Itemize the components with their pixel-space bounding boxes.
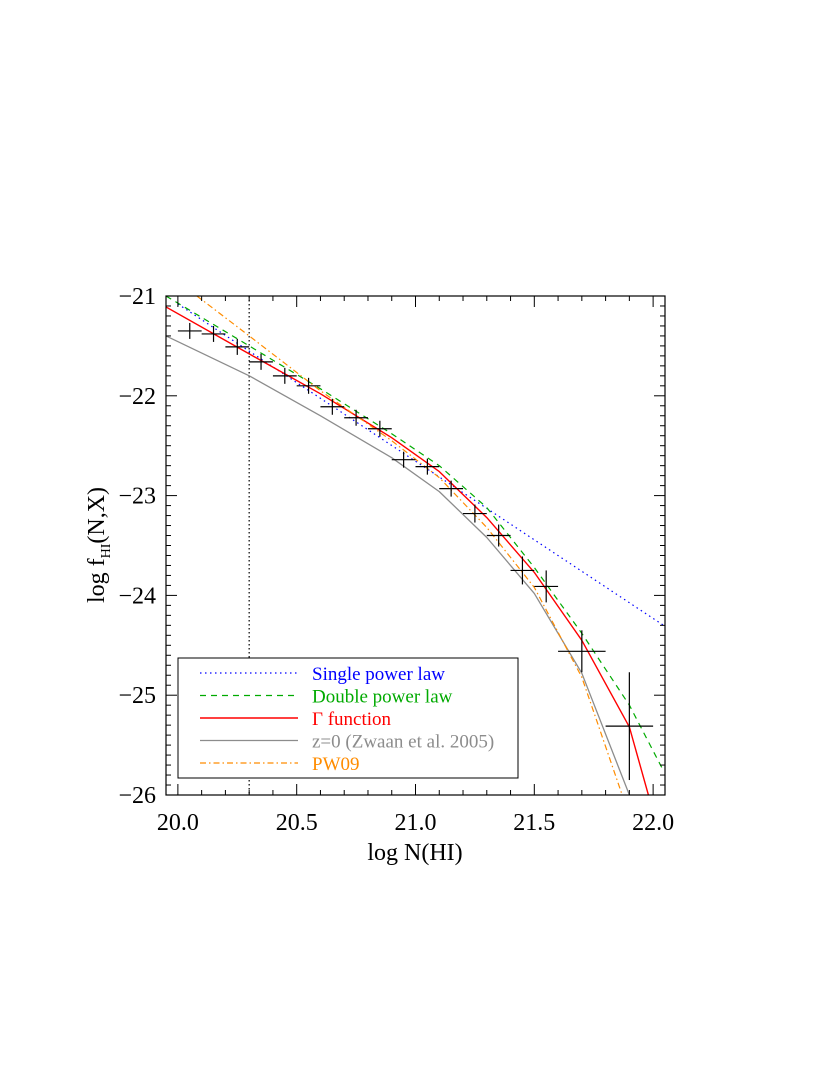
data-point — [272, 367, 297, 384]
data-point — [463, 504, 487, 523]
data-point — [415, 458, 440, 475]
y-tick-labels: −21 −22 −23 −24 −25 −26 — [118, 284, 156, 809]
x-tick-labels: 20.0 20.5 21.0 21.5 22.0 — [157, 810, 674, 836]
data-point — [344, 409, 368, 426]
data-point — [558, 630, 606, 673]
data-point — [391, 451, 416, 468]
legend-label: Γ function — [312, 709, 392, 730]
legend-label: Double power law — [312, 687, 453, 708]
y-tick-label: −23 — [118, 484, 156, 510]
curve-0 — [177, 303, 665, 627]
data-point — [534, 570, 559, 603]
data-point — [367, 420, 392, 437]
y-tick-label: −25 — [118, 683, 156, 709]
data-point — [249, 353, 273, 370]
y-tick-label: −21 — [118, 284, 156, 310]
curve-4 — [196, 296, 623, 795]
axis-ticks — [166, 295, 665, 796]
data-points — [177, 322, 654, 781]
y-tick-label: −24 — [118, 583, 156, 609]
legend-label: z=0 (Zwaan et al. 2005) — [312, 732, 494, 753]
y-axis-label: log fHI(N,X) — [84, 487, 114, 603]
y-tick-label: −26 — [118, 783, 156, 809]
plot-area — [166, 296, 665, 795]
data-point — [486, 524, 511, 547]
legend-item: Double power law — [200, 687, 453, 708]
y-tick-label: −22 — [118, 384, 156, 410]
curve-1 — [166, 296, 664, 770]
legend-label: Single power law — [312, 664, 445, 685]
data-point — [510, 556, 535, 585]
data-point — [225, 338, 250, 355]
x-tick-label: 21.5 — [513, 810, 555, 836]
data-point — [177, 322, 202, 339]
x-axis-label: log N(HI) — [367, 840, 462, 866]
data-point — [320, 398, 345, 415]
x-tick-label: 22.0 — [632, 810, 674, 836]
x-tick-label: 20.5 — [276, 810, 318, 836]
legend-item: PW09 — [200, 754, 360, 775]
x-tick-label: 21.0 — [395, 810, 437, 836]
legend-item: Single power law — [200, 664, 445, 685]
data-point — [201, 325, 226, 342]
legend-item: Γ function — [200, 709, 392, 730]
data-point — [439, 480, 464, 497]
data-point — [296, 377, 321, 394]
data-point — [605, 672, 654, 781]
legend-item: z=0 (Zwaan et al. 2005) — [200, 732, 494, 753]
x-tick-label: 20.0 — [157, 810, 199, 836]
legend-label: PW09 — [312, 754, 360, 775]
